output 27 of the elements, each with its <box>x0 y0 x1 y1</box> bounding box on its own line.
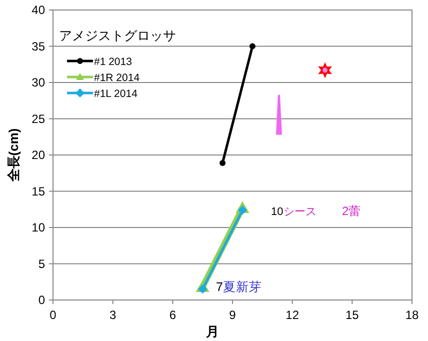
x-tick-label: 15 <box>345 308 360 322</box>
x-tick-label: 9 <box>229 308 236 322</box>
y-tick-label: 35 <box>32 39 46 54</box>
legend-label: #1L 2014 <box>94 88 138 100</box>
y-tick-label: 0 <box>38 293 46 307</box>
y-tick-label: 20 <box>32 148 46 162</box>
legend-label: #1R 2014 <box>94 72 140 84</box>
y-axis-title: 全長(cm) <box>6 128 21 183</box>
point <box>220 160 226 166</box>
x-axis-title: 月 <box>205 324 219 339</box>
y-tick-label: 5 <box>38 256 46 271</box>
legend-label: #1 2013 <box>94 56 132 68</box>
annotation: 7夏新芽 <box>216 280 262 294</box>
x-tick-label: 12 <box>286 308 300 322</box>
y-tick-label: 15 <box>32 184 46 198</box>
y-tick-label: 10 <box>32 220 46 234</box>
y-tick-label: 40 <box>32 3 46 17</box>
x-tick-label: 0 <box>50 308 57 322</box>
x-tick-label: 6 <box>169 308 176 322</box>
x-tick-label: 18 <box>405 308 419 322</box>
x-tick-label: 3 <box>109 308 116 322</box>
annotation: 2蕾 <box>342 204 361 218</box>
y-tick-label: 30 <box>32 76 46 90</box>
point <box>249 43 256 50</box>
legend-title: アメジストグロッサ <box>59 28 176 43</box>
y-tick-label: 25 <box>32 112 46 126</box>
annotation: 10シース <box>271 206 316 218</box>
